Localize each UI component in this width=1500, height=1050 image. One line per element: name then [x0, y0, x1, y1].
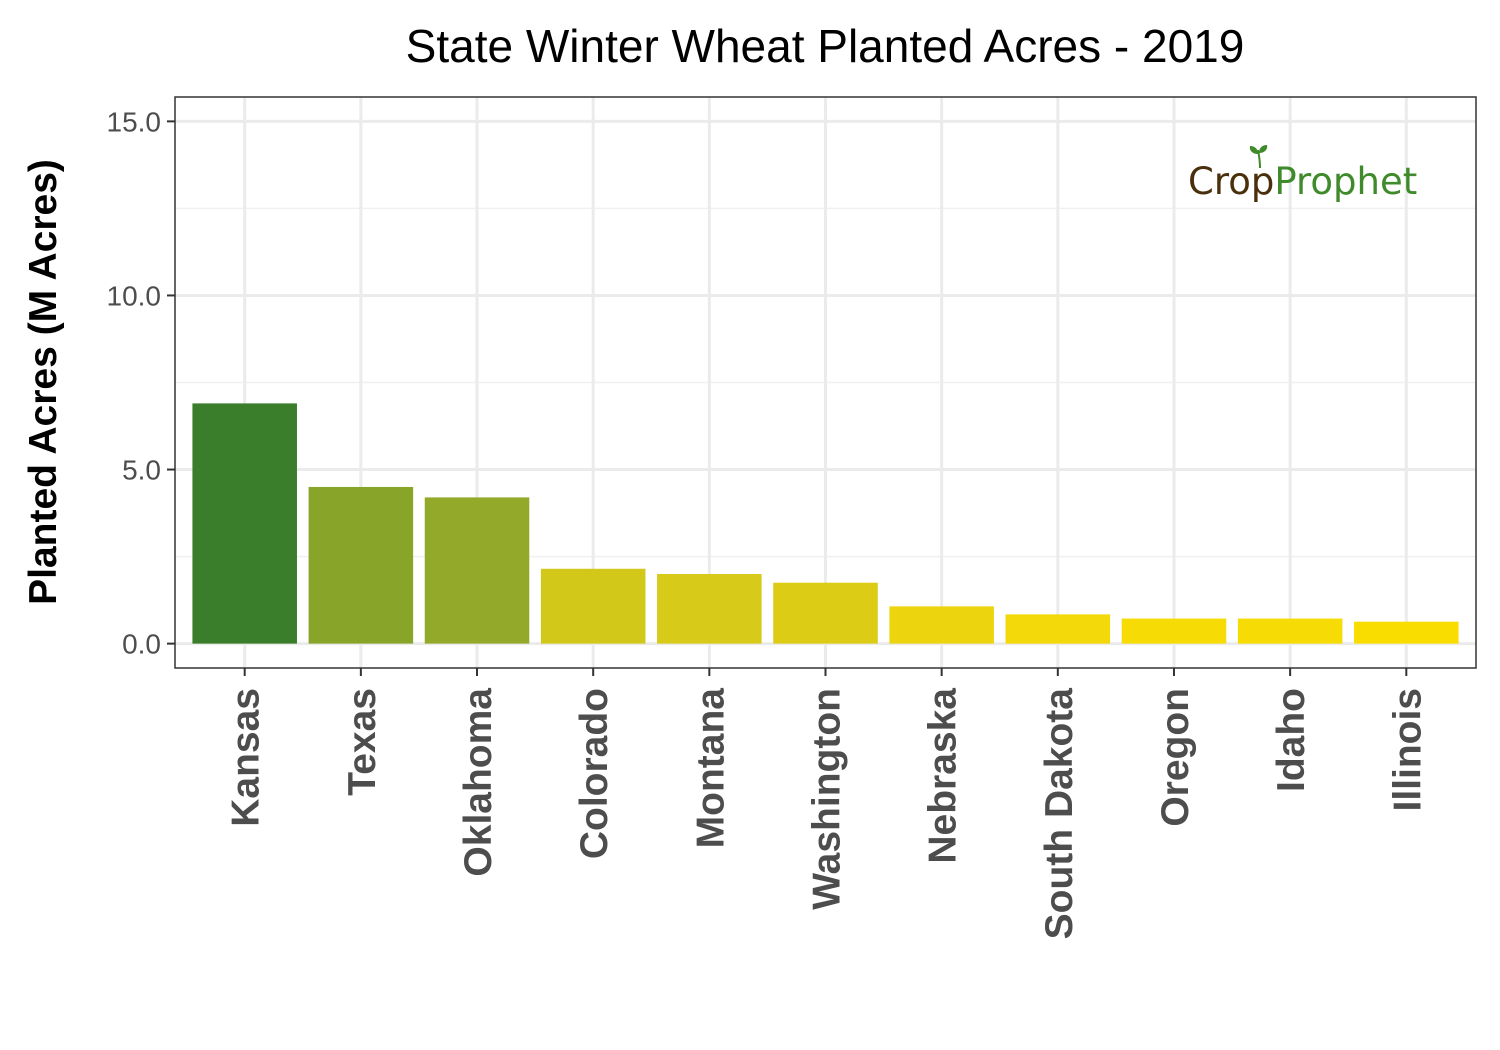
bars	[192, 403, 1459, 644]
x-tick-label: Illinois	[1386, 688, 1429, 812]
bar-texas	[308, 486, 414, 644]
y-tick-label: 5.0	[122, 455, 161, 486]
bar-illinois	[1354, 621, 1459, 644]
x-tick-label: Texas	[341, 688, 384, 796]
x-tick-label: Montana	[689, 688, 732, 849]
bar-nebraska	[889, 606, 994, 644]
logo-prophet-text: Prophet	[1274, 160, 1417, 203]
svg-text:CropProphet: CropProphet	[1188, 160, 1417, 203]
x-tick-label: Kansas	[225, 688, 268, 827]
y-tick-label: 0.0	[122, 629, 161, 660]
y-axis-label: Planted Acres (M Acres)	[22, 159, 65, 605]
x-axis: Kansas Texas Oklahoma Colorado Montana Washin…	[225, 668, 1429, 940]
y-axis: 0.0 5.0 10.0 15.0	[107, 106, 175, 660]
chart-title: State Winter Wheat Planted Acres - 2019	[406, 20, 1245, 72]
bar-kansas	[192, 403, 297, 644]
x-tick-label: Oregon	[1154, 688, 1197, 827]
x-tick-label: Washington	[806, 688, 849, 910]
bar-montana	[657, 573, 762, 644]
bar-oklahoma	[424, 497, 530, 644]
y-tick-label: 15.0	[107, 106, 162, 137]
bar-idaho	[1237, 618, 1343, 644]
sprout-icon	[1249, 145, 1268, 169]
x-tick-label: South Dakota	[1038, 688, 1081, 940]
x-tick-label: Colorado	[573, 688, 616, 859]
bar-washington	[773, 582, 878, 644]
y-tick-label: 10.0	[107, 280, 162, 311]
bar-colorado	[540, 568, 646, 644]
bar-oregon	[1121, 618, 1227, 644]
x-tick-label: Oklahoma	[457, 688, 500, 877]
logo-crop-text: Crop	[1188, 160, 1274, 203]
bar-south-dakota	[1005, 614, 1111, 644]
cropprophet-logo: CropProphet	[1188, 145, 1417, 203]
x-tick-label: Idaho	[1270, 688, 1313, 792]
x-tick-label: Nebraska	[922, 688, 965, 864]
